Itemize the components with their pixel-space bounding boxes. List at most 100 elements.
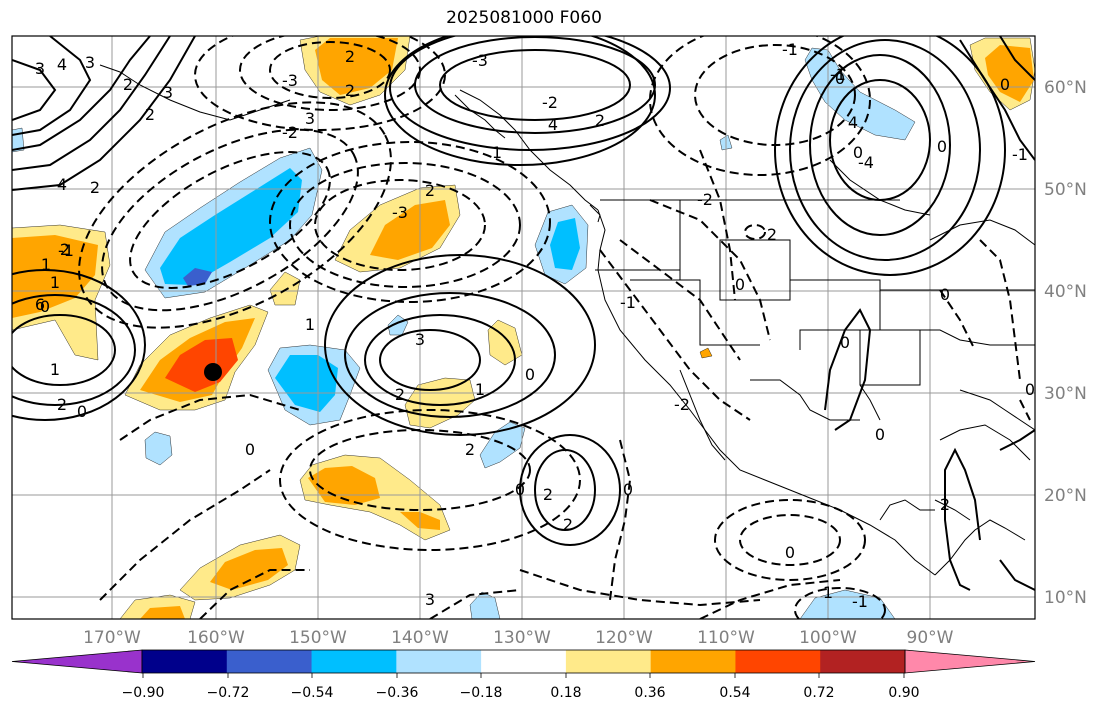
colorbar-segment (396, 650, 482, 673)
contour-label: -1 (782, 40, 798, 59)
positive-anomaly-region (210, 548, 288, 590)
contour-label: -4 (858, 153, 874, 172)
colorbar-tick-label: 0.90 (888, 685, 919, 701)
longitude-label: 130°W (493, 628, 551, 648)
colorbar-tick-label: 0.18 (550, 685, 581, 701)
negative-anomaly-region (144, 431, 173, 466)
longitude-label: 110°W (697, 628, 755, 648)
positive-contours (12, 36, 1035, 591)
contour-label: -2 (674, 395, 690, 414)
contour-label: 0 (525, 365, 535, 384)
contour-label: 1 (305, 315, 315, 334)
contour-label: 1 (492, 143, 502, 162)
colorbar-tick-label: 0.36 (634, 685, 665, 701)
contour-label: 2 (767, 225, 777, 244)
colorbar-segment (735, 650, 821, 673)
coastlines (99, 64, 1035, 576)
contour-label: 4 (848, 113, 858, 132)
latitude-label: 10°N (1044, 588, 1087, 608)
contour-label: 2 (123, 75, 133, 94)
contour-label: 2 (57, 395, 67, 414)
positive-anomaly-region (699, 347, 713, 359)
gridlines (12, 36, 1035, 619)
longitude-label: 150°W (289, 628, 347, 648)
contour-label: -1 (620, 293, 636, 312)
contour-label: 2 (90, 178, 100, 197)
contour-label: 1 (50, 360, 60, 379)
contour-label: -2 (542, 93, 558, 112)
colorbar-tick-label: −0.54 (291, 685, 334, 701)
contour-label: 0 (40, 297, 50, 316)
colorbar-tick-label: −0.36 (376, 685, 419, 701)
contour-label: 3 (425, 590, 435, 609)
negative-anomaly-region (550, 218, 580, 270)
contour-label: 0 (623, 480, 633, 499)
positive-anomaly-region (140, 606, 185, 619)
contour-label: 1 (475, 380, 485, 399)
latitude-label: 20°N (1044, 486, 1087, 506)
colorbar-tick-label: −0.18 (460, 685, 503, 701)
shaded-field (12, 36, 1035, 619)
colorbar-segment (565, 650, 652, 673)
negative-contours (78, 36, 1031, 619)
contour-label: 4 (57, 55, 67, 74)
contour-label: 1 (823, 583, 833, 602)
contour-label: 1 (50, 273, 60, 292)
contour-label: -1 (1012, 145, 1028, 164)
contour-label: -2 (282, 123, 298, 142)
contour-label: 0 (875, 425, 885, 444)
contour-label: -1 (58, 241, 74, 260)
contour-label: 2 (465, 440, 475, 459)
positive-anomaly-region (165, 338, 238, 392)
contour-label: 2 (345, 81, 355, 100)
map-title: 2025081000 F060 (446, 8, 602, 28)
longitude-label: 120°W (595, 628, 653, 648)
colorbar-segment (820, 650, 906, 673)
plot-frame (11, 35, 1036, 620)
positive-anomaly-region (370, 200, 450, 260)
contour-label: 0 (937, 137, 947, 156)
colorbar-extend-high (904, 649, 1036, 674)
colorbar: −0.90 −0.72 −0.54 −0.36 −0.18 0.18 0.36 0.54 0.7… (11, 649, 1036, 701)
colorbar-segment (650, 650, 736, 673)
longitude-label: 90°W (907, 628, 954, 648)
longitude-label: 140°W (391, 628, 449, 648)
contour-label: -3 (472, 51, 488, 70)
contour-label: 1 (41, 255, 51, 274)
colorbar-segment (226, 650, 313, 673)
contour-label: 3 (415, 330, 425, 349)
contour-label: 2 (425, 181, 435, 200)
contour-label: 3 (85, 53, 95, 72)
contour-labels: 4323242121036-32-232-321-120-3-242132101… (35, 40, 1035, 611)
colorbar-tick-label: −0.72 (207, 685, 250, 701)
latitude-label: 60°N (1044, 78, 1087, 98)
positive-anomaly-region (315, 38, 398, 95)
colorbar-segment (142, 650, 228, 673)
contour-label: 2 (563, 515, 573, 534)
contour-label: -3 (282, 71, 298, 90)
contour-label: 3 (305, 109, 315, 128)
contour-label: 0 (785, 543, 795, 562)
colorbar-tick-label: −0.90 (122, 685, 165, 701)
colorbar-tick-label: 0.72 (803, 685, 834, 701)
contour-label: 0 (835, 69, 845, 88)
longitude-label: 100°W (799, 628, 857, 648)
contour-label: -1 (852, 592, 868, 611)
contour-label: 2 (145, 105, 155, 124)
contour-label: 0 (735, 275, 745, 294)
colorbar-segment (311, 650, 397, 673)
contour-label: 2 (345, 47, 355, 66)
contour-label: 4 (57, 175, 67, 194)
longitude-label: 170°W (83, 628, 141, 648)
contour-label: -1 (830, 65, 846, 84)
contour-label: 0 (1000, 75, 1010, 94)
negative-anomaly-region (275, 355, 338, 412)
contour-label: 4 (548, 115, 558, 134)
contour-label: 0 (940, 285, 950, 304)
longitude-labels: 170°W 160°W 150°W 140°W 130°W 120°W 110°W 100°W… (83, 628, 954, 648)
latitude-labels: 60°N 50°N 40°N 30°N 20°N 10°N (1044, 78, 1087, 608)
contour-label: 2 (543, 485, 553, 504)
contour-label: 2 (60, 240, 70, 259)
contour-label: 3 (163, 83, 173, 102)
